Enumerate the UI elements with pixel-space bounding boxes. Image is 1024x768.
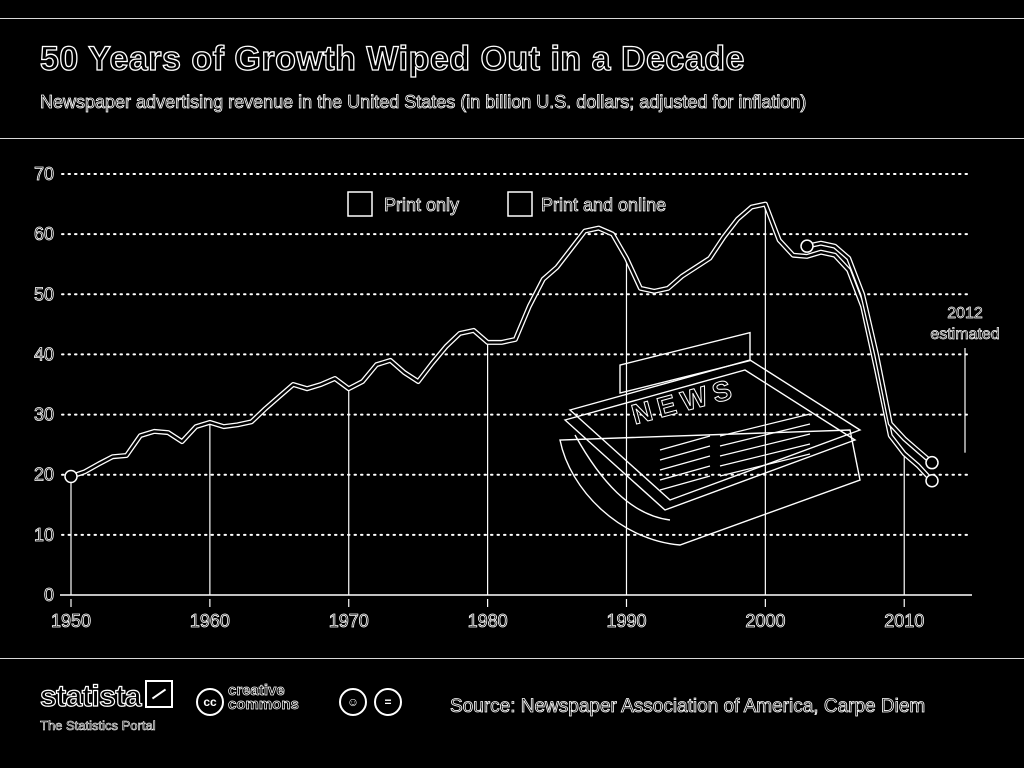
axis-layer: 0 10 20 30 40 50 60 70 1950 1960 1970 1980 1990 2000 2… bbox=[34, 164, 972, 631]
y-tick-label: 50 bbox=[34, 284, 54, 304]
y-tick-label: 70 bbox=[34, 164, 54, 184]
legend-label-print-only: Print only bbox=[384, 195, 459, 215]
series-line-inner-print-and-online bbox=[806, 241, 933, 464]
newspaper-headline: NEWS bbox=[628, 372, 740, 430]
y-tick-label: 40 bbox=[34, 344, 54, 364]
series-start-point-print-only bbox=[64, 469, 78, 484]
decade-droplines bbox=[70, 204, 966, 595]
source-note: Source: Newspaper Association of America… bbox=[450, 696, 926, 718]
footer: statista The Statistics Portal cc creati… bbox=[0, 660, 1024, 750]
newspaper-page bbox=[568, 359, 862, 501]
x-tick-label: 1990 bbox=[606, 611, 646, 631]
chart-legend: Print only Print and online bbox=[347, 191, 666, 217]
series-line-print-and-online bbox=[806, 240, 934, 465]
series-line-inner-print-only bbox=[70, 202, 933, 482]
cc-icon: cc bbox=[196, 688, 224, 716]
brand-name: statista bbox=[39, 679, 142, 713]
cc-text-line-2: commons bbox=[228, 696, 300, 713]
legend-label-print-and-online: Print and online bbox=[541, 195, 666, 215]
y-tick-label: 60 bbox=[34, 224, 54, 244]
estimate-annotation: 2012 estimated bbox=[930, 305, 1000, 344]
header-rule bbox=[0, 138, 1024, 139]
x-tick-label: 1980 bbox=[468, 611, 508, 631]
no-derivatives-icon: = bbox=[374, 688, 402, 716]
y-tick-label: 20 bbox=[34, 465, 54, 485]
brand-tagline: The Statistics Portal bbox=[40, 718, 156, 734]
cc-text-line-1: creative bbox=[228, 682, 285, 699]
attribution-icon: ☺ bbox=[339, 688, 367, 716]
statista-logo[interactable]: statista bbox=[39, 679, 174, 714]
legend-swatch-print-and-online bbox=[507, 191, 533, 217]
annotation-estimated: estimated bbox=[930, 326, 999, 343]
chart-subtitle: Newspaper advertising revenue in the Uni… bbox=[40, 92, 807, 113]
y-tick-label: 0 bbox=[44, 585, 54, 605]
newspaper-fold bbox=[574, 434, 671, 521]
newspaper-text-lines bbox=[659, 413, 811, 491]
top-rule bbox=[0, 18, 1024, 19]
newspaper-roll bbox=[559, 429, 861, 546]
series-end-point-print-only bbox=[925, 473, 939, 488]
y-tick-label: 30 bbox=[34, 405, 54, 425]
chart-area: NEWS 0 10 20 30 40 50 60 70 1950 1960 1970 1980 1990… bbox=[34, 164, 1000, 632]
x-tick-label: 1970 bbox=[329, 611, 369, 631]
series-end-point-print-and-online bbox=[925, 455, 939, 470]
grid-layer bbox=[61, 173, 973, 536]
creative-commons-badge[interactable]: cc creative commons ☺ = bbox=[196, 682, 402, 720]
x-tick-label: 1950 bbox=[51, 611, 91, 631]
chart-title: 50 Years of Growth Wiped Out in a Decade bbox=[39, 39, 745, 78]
x-tick-label: 2010 bbox=[884, 611, 924, 631]
series-layer bbox=[64, 201, 939, 488]
y-tick-label: 10 bbox=[34, 525, 54, 545]
annotation-year: 2012 bbox=[947, 305, 983, 322]
x-tick-label: 2000 bbox=[745, 611, 785, 631]
x-tick-label: 1960 bbox=[190, 611, 230, 631]
newspaper-illustration: NEWS bbox=[559, 331, 862, 546]
series-start-point-print-and-online bbox=[800, 239, 814, 253]
statista-logo-icon bbox=[145, 680, 174, 708]
cc-text: creative commons bbox=[228, 682, 300, 713]
newspaper-masthead bbox=[619, 331, 751, 394]
footer-rule bbox=[0, 658, 1024, 659]
legend-swatch-print-only bbox=[347, 191, 373, 217]
newspaper-page-edge bbox=[563, 369, 857, 511]
